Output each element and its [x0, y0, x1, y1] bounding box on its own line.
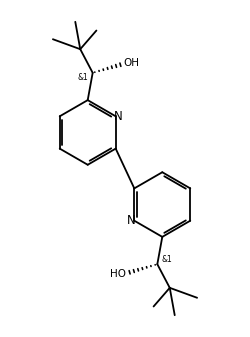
Text: N: N — [127, 214, 136, 227]
Text: OH: OH — [124, 58, 140, 68]
Text: N: N — [114, 110, 123, 123]
Text: HO: HO — [110, 269, 126, 279]
Text: &1: &1 — [78, 73, 88, 82]
Text: &1: &1 — [162, 255, 172, 264]
